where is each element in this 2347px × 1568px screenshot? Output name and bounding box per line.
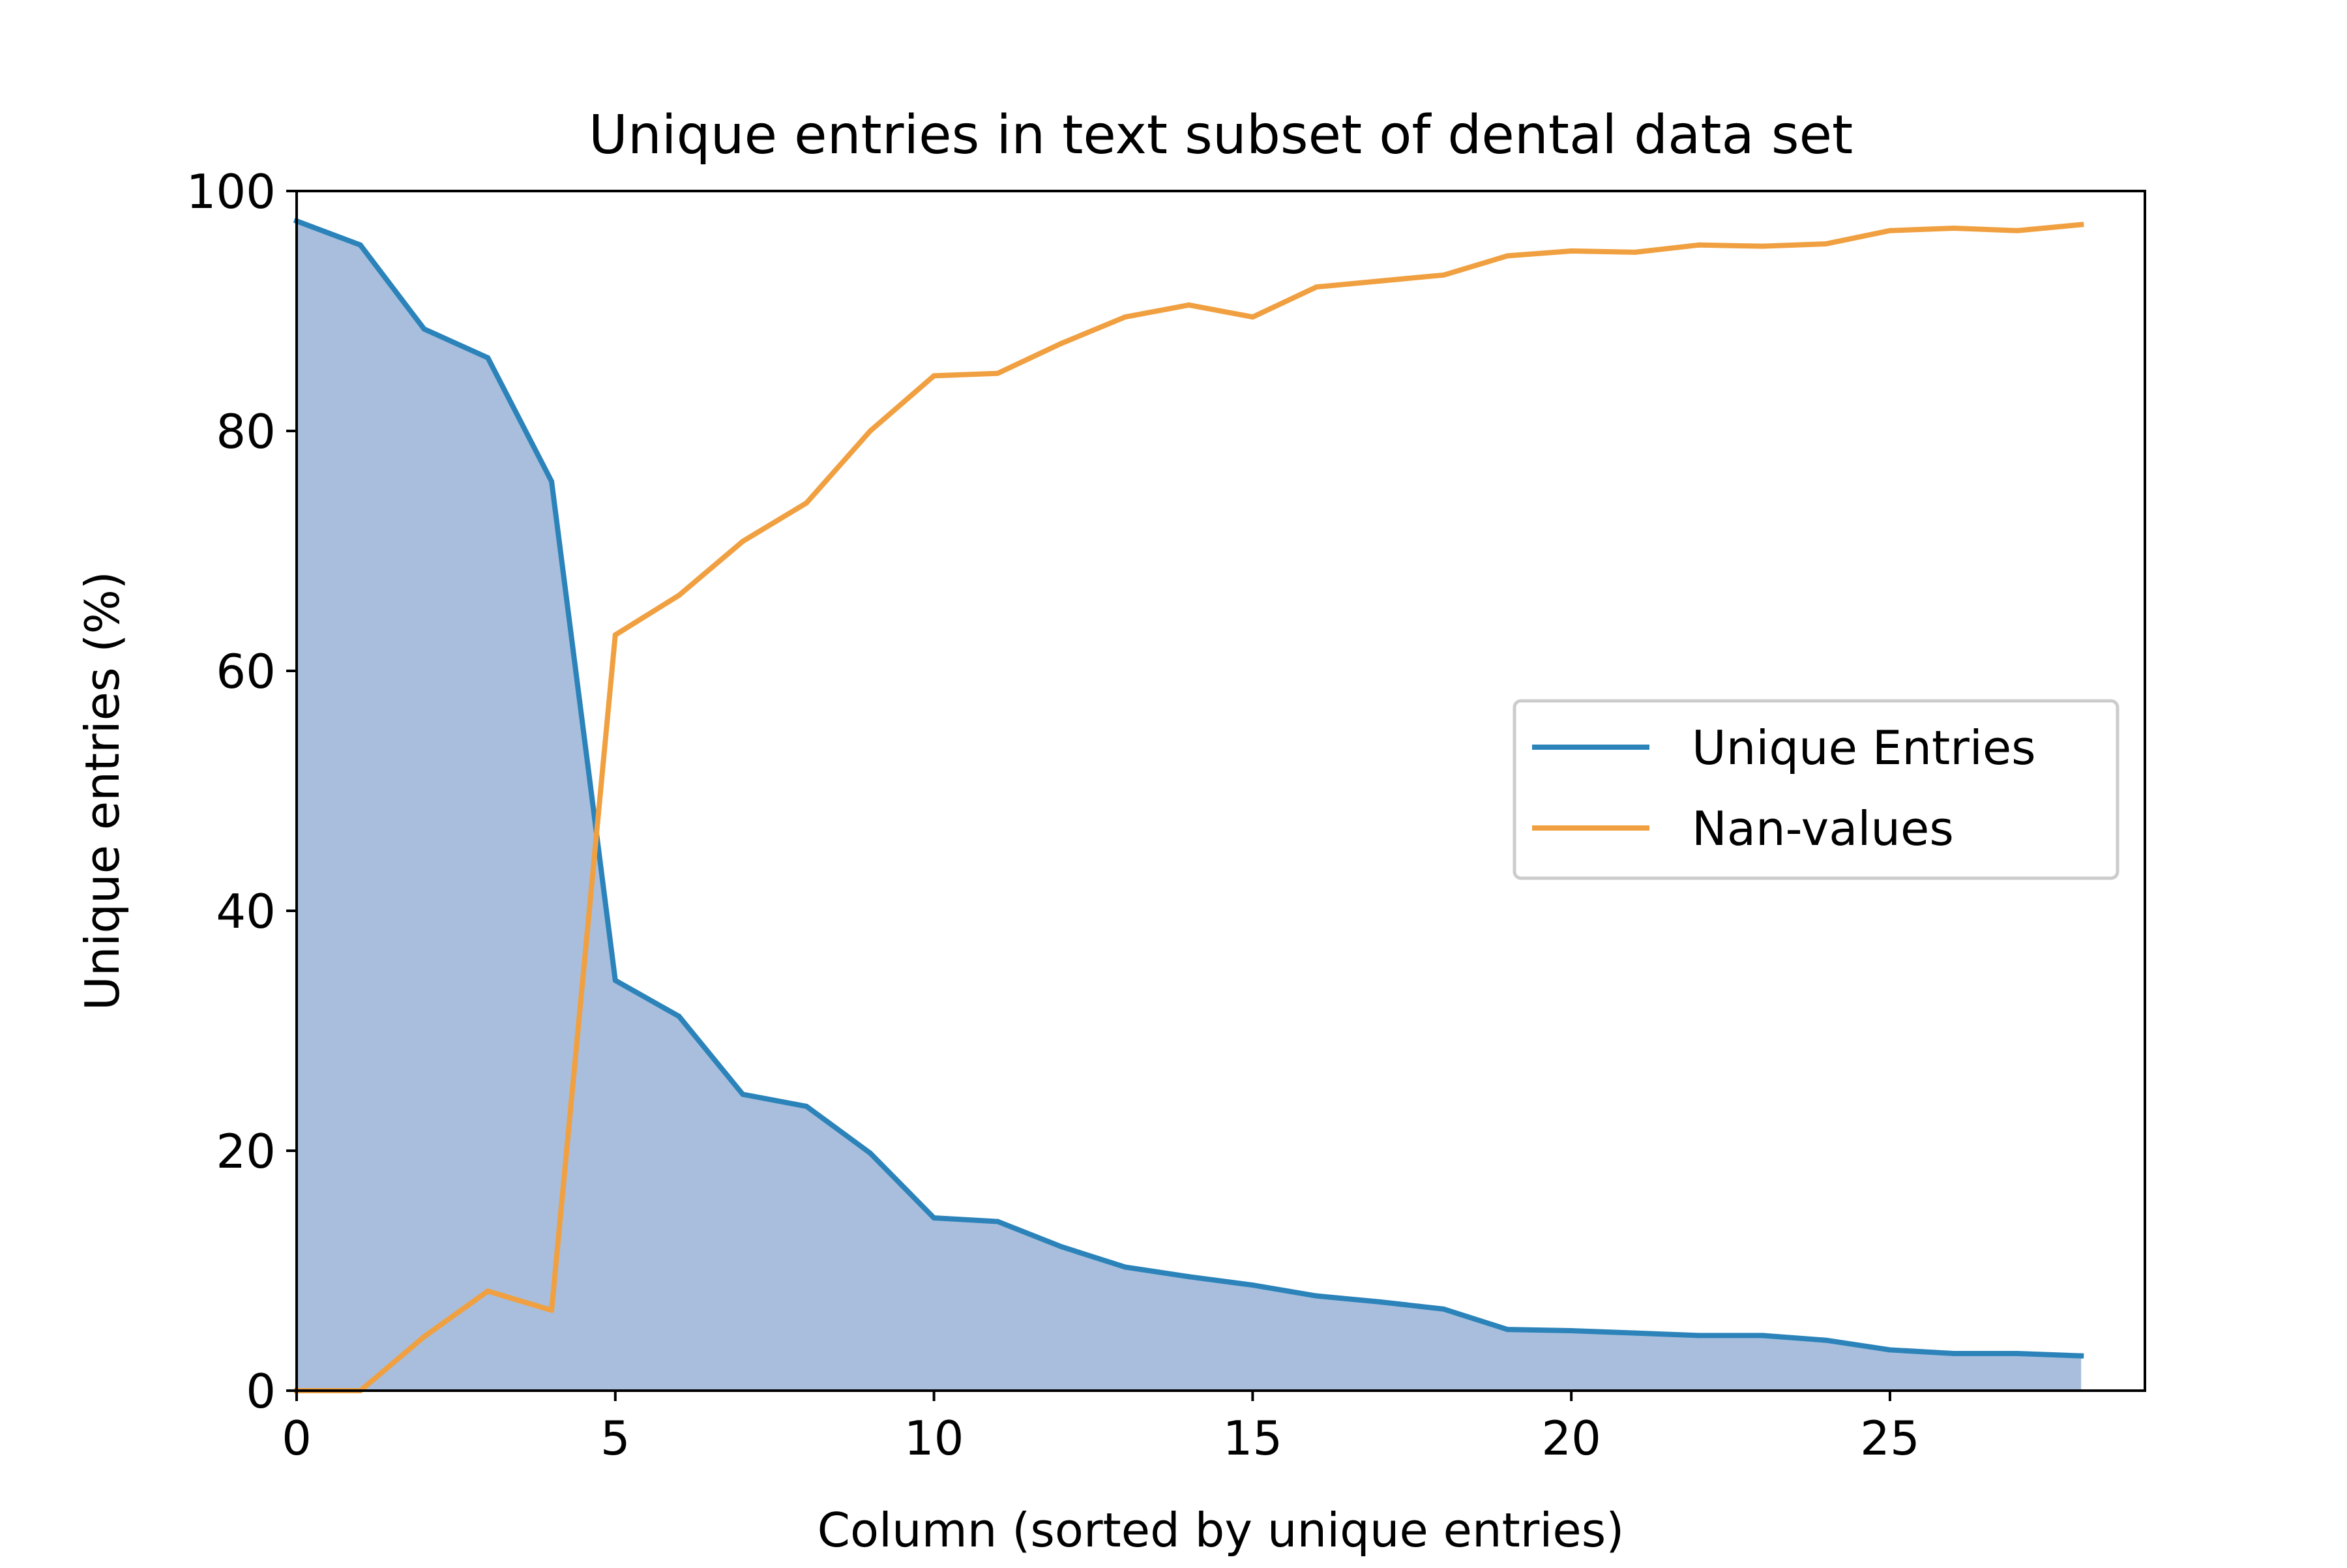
legend-label-unique-entries: Unique Entries [1692, 720, 2036, 775]
data-point-unique-entries [740, 1091, 746, 1097]
data-point-unique-entries [1377, 1299, 1383, 1305]
data-point-unique-entries [1186, 1274, 1192, 1280]
data-point-unique-entries [1887, 1347, 1893, 1353]
data-point-unique-entries [421, 326, 427, 332]
data-point-nan-values [676, 593, 682, 599]
plot-frame [295, 190, 2146, 1392]
data-point-nan-values [1696, 242, 1702, 248]
data-point-nan-values [804, 500, 810, 506]
data-point-unique-entries [1314, 1293, 1320, 1299]
x-tick-label: 5 [600, 1411, 630, 1466]
data-point-nan-values [1569, 248, 1574, 254]
x-tick-label: 20 [1541, 1411, 1601, 1466]
data-point-unique-entries [2078, 1353, 2084, 1359]
data-point-unique-entries [1696, 1333, 1702, 1339]
data-point-unique-entries [1059, 1244, 1065, 1250]
data-point-unique-entries [612, 977, 618, 983]
data-point-nan-values [995, 370, 1001, 376]
data-point-unique-entries [1250, 1282, 1256, 1288]
y-tick-label: 60 [216, 644, 276, 699]
data-point-nan-values [1951, 226, 1956, 231]
data-point-unique-entries [931, 1215, 937, 1221]
y-tick-label: 0 [246, 1364, 276, 1419]
chart-title: Unique entries in text subset of dental … [589, 104, 1853, 166]
data-point-unique-entries [2015, 1350, 2020, 1356]
data-point-unique-entries [1760, 1333, 1765, 1339]
y-tick-label: 100 [186, 164, 276, 219]
data-point-nan-values [612, 632, 618, 638]
data-point-nan-values [1314, 284, 1320, 290]
data-point-unique-entries [1569, 1328, 1574, 1333]
data-point-nan-values [740, 539, 746, 544]
data-point-nan-values [2015, 228, 2020, 233]
data-point-nan-values [549, 1307, 555, 1313]
data-point-nan-values [1441, 272, 1447, 278]
y-tick-label: 80 [216, 404, 276, 459]
line-layer [293, 217, 2084, 1393]
data-point-unique-entries [995, 1219, 1001, 1224]
tick-layer: 0 5 10 15 20 25 0 20 40 60 80 100 [186, 164, 1920, 1466]
data-point-nan-values [1505, 253, 1511, 259]
data-point-nan-values [867, 428, 873, 434]
data-point-unique-entries [1951, 1350, 1956, 1356]
data-point-unique-entries [549, 479, 555, 484]
area-fill-unique-entries [297, 221, 2082, 1391]
data-point-nan-values [2078, 222, 2084, 228]
legend-label-nan-values: Nan-values [1692, 801, 1954, 856]
x-tick-label: 0 [282, 1411, 312, 1466]
data-point-unique-entries [867, 1150, 873, 1156]
y-tick-label: 40 [216, 884, 276, 939]
data-point-unique-entries [485, 355, 491, 361]
data-point-nan-values [1823, 241, 1829, 246]
data-point-nan-values [1122, 314, 1128, 320]
data-point-nan-values [1760, 243, 1765, 249]
data-point-unique-entries [676, 1013, 682, 1019]
y-axis-label: Unique entries (%) [75, 571, 130, 1011]
data-point-unique-entries [1823, 1337, 1829, 1343]
data-point-unique-entries [804, 1103, 810, 1109]
data-point-nan-values [485, 1288, 491, 1294]
data-point-nan-values [1186, 302, 1192, 308]
fill-layer [297, 221, 2082, 1391]
data-point-nan-values [1059, 340, 1065, 346]
x-axis-label: Column (sorted by unique entries) [818, 1503, 1625, 1558]
data-point-unique-entries [357, 242, 363, 248]
x-tick-label: 25 [1860, 1411, 1920, 1466]
legend-box [1513, 699, 2119, 880]
data-point-unique-entries [1632, 1330, 1638, 1336]
data-point-nan-values [1632, 249, 1638, 255]
data-point-nan-values [1377, 278, 1383, 284]
data-point-nan-values [931, 373, 937, 379]
x-tick-label: 15 [1223, 1411, 1283, 1466]
data-point-nan-values [1250, 314, 1256, 320]
data-point-unique-entries [1122, 1264, 1128, 1270]
data-point-unique-entries [1441, 1306, 1447, 1312]
data-point-nan-values [421, 1334, 427, 1340]
legend: Unique Entries Nan-values [1513, 699, 2119, 880]
data-point-nan-values [1887, 228, 1893, 233]
x-tick-label: 10 [904, 1411, 964, 1466]
data-point-unique-entries [1505, 1327, 1511, 1333]
y-tick-label: 20 [216, 1124, 276, 1179]
